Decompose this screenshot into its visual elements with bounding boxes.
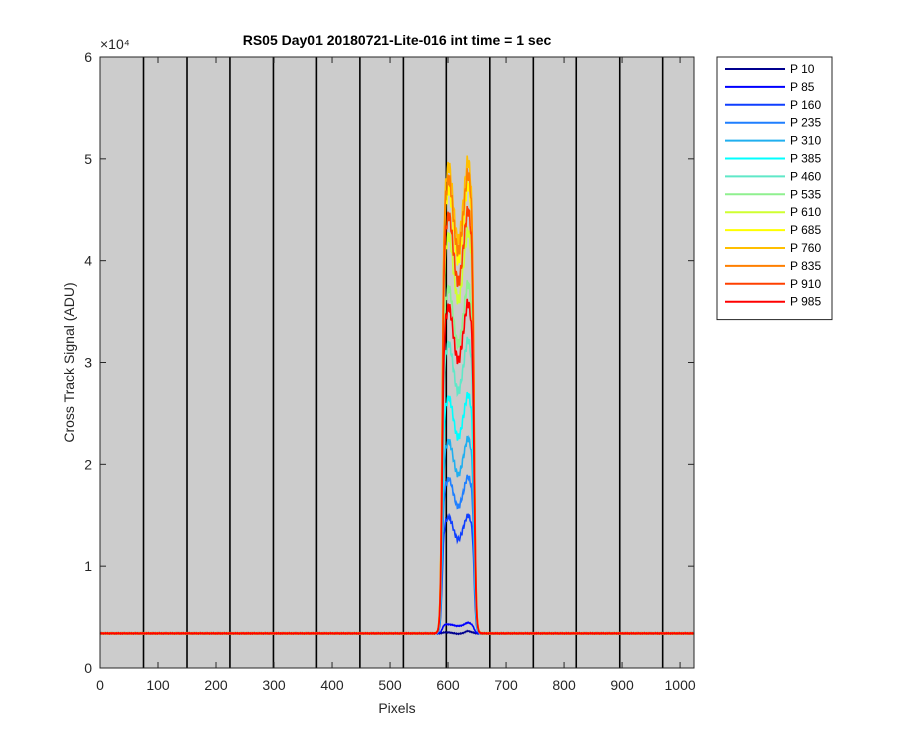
series-lines xyxy=(99,155,695,636)
y-tick-label: 3 xyxy=(84,355,92,371)
x-tick-label: 500 xyxy=(378,677,402,693)
x-tick-label: 300 xyxy=(262,677,286,693)
legend-label: P 385 xyxy=(790,152,821,166)
x-tick-label: 1000 xyxy=(665,677,696,693)
y-tick-label: 2 xyxy=(84,456,92,472)
legend-label: P 310 xyxy=(790,134,821,148)
y-exponent-label: ×10⁴ xyxy=(100,36,130,52)
x-axis: 0 100 200 300 400 500 600 700 800 900 1000 xyxy=(96,57,696,693)
x-tick-label: 700 xyxy=(494,677,518,693)
x-axis-label: Pixels xyxy=(378,700,415,716)
legend-label: P 760 xyxy=(790,241,821,255)
y-tick-label: 6 xyxy=(84,49,92,65)
legend-label: P 85 xyxy=(790,80,815,94)
vertical-boundary-lines xyxy=(142,57,664,668)
legend: P 10 P 85 P 160 P 235 P 310 P 385 P 460 P 535 P … xyxy=(716,56,833,321)
legend-label: P 160 xyxy=(790,98,821,112)
legend-label: P 460 xyxy=(790,169,821,183)
legend-box xyxy=(716,56,833,321)
y-tick-label: 5 xyxy=(84,151,92,167)
x-tick-label: 800 xyxy=(552,677,576,693)
legend-label: P 835 xyxy=(790,259,821,273)
legend-label: P 910 xyxy=(790,277,821,291)
y-tick-label: 1 xyxy=(84,558,92,574)
y-axis-label: Cross Track Signal (ADU) xyxy=(61,282,77,442)
x-tick-label: 400 xyxy=(320,677,344,693)
legend-label: P 985 xyxy=(790,295,821,309)
y-tick-label: 0 xyxy=(84,660,92,676)
legend-label: P 685 xyxy=(790,223,821,237)
x-tick-label: 0 xyxy=(96,677,104,693)
legend-label: P 535 xyxy=(790,187,821,201)
x-tick-label: 900 xyxy=(610,677,634,693)
x-tick-label: 200 xyxy=(204,677,228,693)
legend-label: P 610 xyxy=(790,205,821,219)
legend-label: P 235 xyxy=(790,116,821,130)
y-tick-label: 4 xyxy=(84,253,92,269)
chart-title: RS05 Day01 20180721-Lite-016 int time = … xyxy=(243,32,552,48)
y-axis: 0 1 2 3 4 5 6 xyxy=(84,49,694,676)
series-line xyxy=(99,298,695,636)
x-tick-label: 100 xyxy=(146,677,170,693)
x-tick-label: 600 xyxy=(436,677,460,693)
legend-label: P 10 xyxy=(790,62,815,76)
plot-area xyxy=(100,57,694,668)
